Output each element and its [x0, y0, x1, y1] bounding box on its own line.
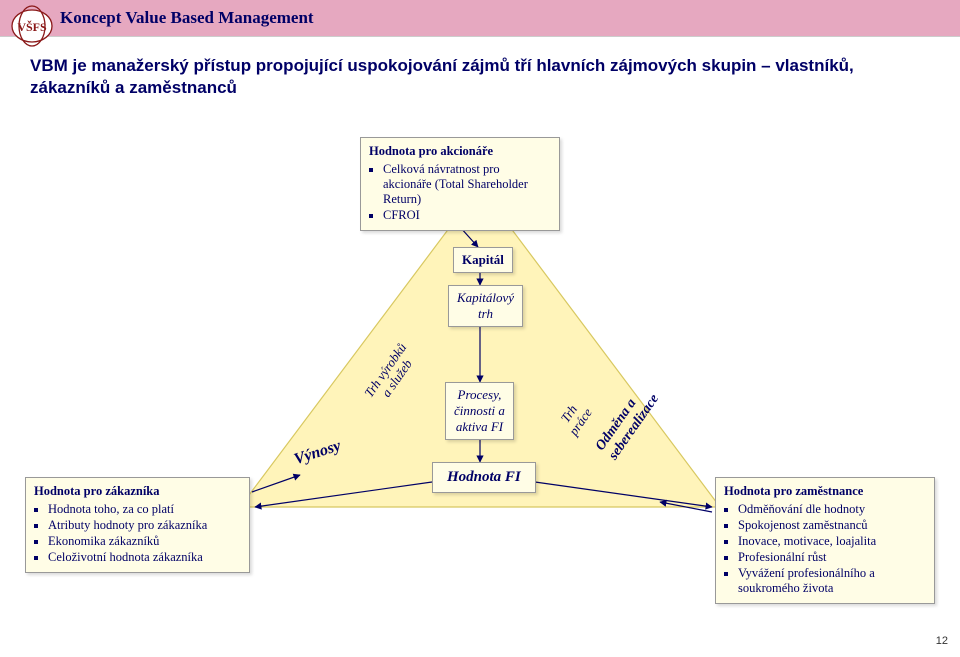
list-item: Ekonomika zákazníků	[48, 534, 241, 549]
hub-hodnota-fi: Hodnota FI	[432, 462, 536, 493]
list-item: Celková návratnost pro akcionáře (Total …	[383, 162, 551, 207]
hub-capital: Kapitál	[453, 247, 513, 273]
page-number: 12	[936, 635, 948, 647]
list-item: Spokojenost zaměstnanců	[738, 518, 926, 533]
vbm-diagram: Hodnota pro akcionáře Celková návratnost…	[0, 107, 960, 647]
list-item: Inovace, motivace, loajalita	[738, 534, 926, 549]
logo: VŠFS	[10, 4, 54, 48]
hub-capital-market: Kapitálovýtrh	[448, 285, 523, 327]
slide-subtitle: VBM je manažerský přístup propojující us…	[0, 37, 960, 107]
slide-title: Koncept Value Based Management	[60, 8, 314, 27]
hub-processes: Procesy,činnosti aaktiva FI	[445, 382, 514, 440]
list-item: Profesionální růst	[738, 550, 926, 565]
slide-header: Koncept Value Based Management	[0, 0, 960, 37]
box-employee: Hodnota pro zaměstnance Odměňování dle h…	[715, 477, 935, 604]
list-item: CFROI	[383, 208, 551, 223]
svg-text:VŠFS: VŠFS	[17, 20, 47, 34]
box-customer-list: Hodnota toho, za co platíAtributy hodnot…	[34, 502, 241, 565]
box-employee-title: Hodnota pro zaměstnance	[724, 484, 926, 499]
list-item: Vyvážení profesionálního a soukromého ži…	[738, 566, 926, 596]
box-customer-title: Hodnota pro zákazníka	[34, 484, 241, 499]
box-customer: Hodnota pro zákazníka Hodnota toho, za c…	[25, 477, 250, 573]
list-item: Atributy hodnoty pro zákazníka	[48, 518, 241, 533]
box-employee-list: Odměňování dle hodnotySpokojenost zaměst…	[724, 502, 926, 596]
list-item: Odměňování dle hodnoty	[738, 502, 926, 517]
box-shareholder: Hodnota pro akcionáře Celková návratnost…	[360, 137, 560, 231]
box-shareholder-title: Hodnota pro akcionáře	[369, 144, 551, 159]
list-item: Celoživotní hodnota zákazníka	[48, 550, 241, 565]
box-shareholder-list: Celková návratnost pro akcionáře (Total …	[369, 162, 551, 223]
list-item: Hodnota toho, za co platí	[48, 502, 241, 517]
